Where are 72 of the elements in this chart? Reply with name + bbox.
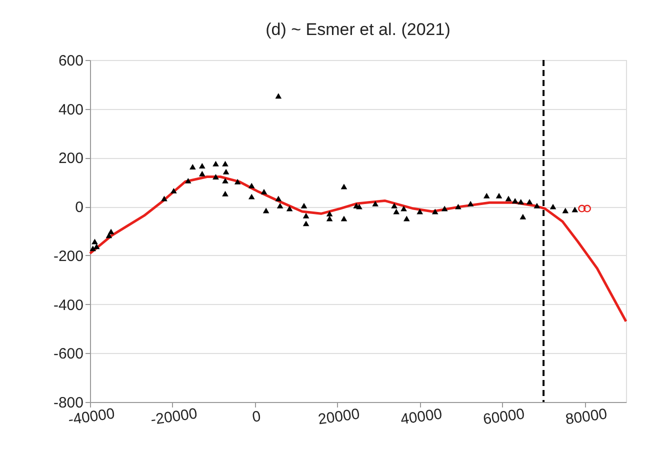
point bbox=[222, 160, 228, 166]
point bbox=[455, 204, 462, 210]
point bbox=[222, 168, 230, 174]
point bbox=[170, 188, 177, 194]
point bbox=[400, 206, 407, 212]
point bbox=[302, 212, 310, 218]
point bbox=[391, 202, 398, 208]
point bbox=[161, 196, 168, 202]
point bbox=[222, 190, 228, 196]
x-tick-label: 60000 bbox=[482, 406, 526, 428]
point bbox=[190, 164, 196, 170]
point bbox=[276, 202, 284, 208]
point bbox=[286, 206, 293, 212]
point bbox=[505, 196, 512, 202]
point bbox=[441, 206, 448, 212]
y-tick-label: -400 bbox=[53, 296, 84, 314]
chart-title: (d) ~ Esmer et al. (2021) bbox=[266, 20, 450, 39]
point bbox=[222, 178, 228, 184]
point bbox=[93, 244, 100, 250]
point bbox=[518, 198, 524, 204]
point bbox=[234, 178, 241, 184]
point bbox=[393, 208, 400, 214]
y-tick-label: -200 bbox=[53, 248, 84, 265]
point bbox=[340, 216, 348, 222]
y-tick-label: 200 bbox=[58, 150, 84, 168]
point bbox=[550, 204, 556, 210]
point bbox=[372, 200, 378, 206]
point bbox=[512, 198, 518, 204]
point bbox=[534, 202, 540, 208]
y-tick-label: 0 bbox=[75, 199, 84, 216]
point bbox=[212, 174, 219, 180]
point bbox=[326, 210, 333, 216]
point bbox=[248, 194, 255, 200]
point bbox=[260, 188, 268, 194]
point bbox=[198, 170, 206, 176]
point bbox=[356, 204, 362, 210]
x-tick-label: 20000 bbox=[317, 406, 361, 428]
x-tick-label: 40000 bbox=[400, 406, 444, 428]
point bbox=[184, 178, 192, 184]
point bbox=[340, 184, 348, 190]
y-tick-label: -600 bbox=[53, 346, 84, 363]
point bbox=[106, 232, 112, 238]
point bbox=[275, 196, 282, 202]
point bbox=[403, 216, 410, 222]
point bbox=[467, 200, 474, 206]
point bbox=[262, 208, 270, 214]
point bbox=[432, 208, 438, 214]
point bbox=[212, 160, 219, 166]
point bbox=[583, 204, 592, 212]
x-tick-label: -20000 bbox=[150, 405, 198, 429]
x-tick-label: 0 bbox=[251, 408, 262, 426]
point bbox=[483, 192, 490, 198]
point bbox=[90, 246, 96, 252]
point bbox=[526, 198, 533, 204]
y-tick-label: -800 bbox=[53, 394, 84, 412]
line-series bbox=[88, 176, 628, 323]
x-tick-label: 80000 bbox=[564, 406, 608, 428]
point bbox=[275, 93, 282, 99]
point bbox=[300, 202, 308, 208]
point bbox=[248, 182, 255, 188]
point bbox=[562, 208, 569, 214]
y-tick-label: 400 bbox=[58, 101, 84, 118]
point bbox=[198, 163, 206, 169]
y-tick-label: 600 bbox=[58, 52, 84, 70]
point bbox=[416, 208, 424, 214]
point bbox=[572, 206, 578, 212]
point bbox=[302, 220, 310, 226]
point bbox=[326, 216, 333, 222]
point bbox=[496, 192, 502, 198]
point bbox=[520, 214, 526, 220]
point bbox=[92, 238, 98, 244]
point bbox=[578, 204, 586, 212]
